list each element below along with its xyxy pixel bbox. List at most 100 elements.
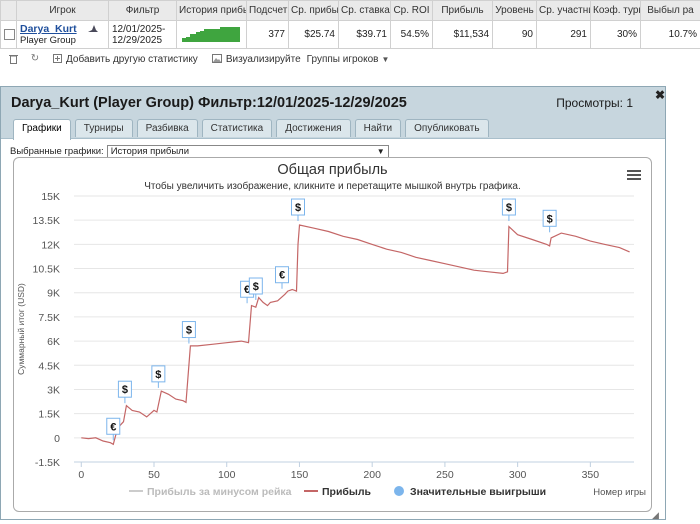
win-marker-symbol: € bbox=[244, 284, 250, 296]
x-tick-label: 350 bbox=[582, 469, 600, 481]
y-tick-label: 9K bbox=[47, 288, 60, 300]
win-marker-symbol: € bbox=[110, 421, 116, 433]
add-stats-button[interactable]: Добавить другую статистику bbox=[44, 54, 198, 65]
win-marker-box bbox=[248, 277, 263, 295]
profit-sparkline bbox=[182, 27, 240, 42]
chart-selector-row: Выбранные графики: История прибыли ▼ bbox=[10, 145, 389, 158]
y-tick-label: 10.5K bbox=[33, 264, 60, 276]
win-marker-symbol: $ bbox=[253, 281, 259, 293]
x-tick-label: 300 bbox=[509, 469, 527, 481]
win-marker-symbol: $ bbox=[295, 202, 301, 214]
y-tick-label: 6K bbox=[47, 336, 60, 348]
x-tick-label: 200 bbox=[363, 469, 381, 481]
column-header[interactable]: Подсчет bbox=[246, 0, 289, 21]
x-axis-title: Номер игры bbox=[593, 487, 646, 498]
column-header[interactable]: Фильтр bbox=[108, 0, 177, 21]
win-marker-box bbox=[181, 321, 196, 339]
y-tick-label: 15K bbox=[41, 191, 60, 203]
column-header[interactable]: Ср. участники bbox=[536, 0, 591, 21]
column-header[interactable]: Ср. прибыль bbox=[288, 0, 339, 21]
avg-roi-cell: 54.5% bbox=[390, 20, 433, 49]
win-marker-box bbox=[501, 198, 516, 216]
win-marker-symbol: € bbox=[279, 270, 285, 282]
column-header[interactable]: Коэф. турниров bbox=[590, 0, 641, 21]
tab-achievements[interactable]: Достижения bbox=[276, 119, 351, 137]
player-groups-label: Группы игроков bbox=[306, 53, 379, 65]
close-icon[interactable]: ✖ bbox=[655, 88, 666, 102]
panel-title: Darya_Kurt (Player Group) Фильтр:12/01/2… bbox=[11, 95, 407, 111]
win-marker-box bbox=[542, 209, 557, 227]
chart-selector-label: Выбранные графики: bbox=[10, 146, 104, 157]
x-tick-label: 150 bbox=[291, 469, 309, 481]
y-axis-title: Суммарный итог (USD) bbox=[16, 283, 26, 375]
x-tick-label: 100 bbox=[218, 469, 236, 481]
chart-plot[interactable]: -1.5K 0 1.5K 3K 4.5K 6K 7.5K 9K 10.5K 12K 13.5K 15K… bbox=[14, 158, 653, 513]
win-marker-symbol: $ bbox=[155, 369, 161, 381]
visualize-button[interactable]: Визуализируйте bbox=[204, 54, 301, 65]
row-checkbox-cell bbox=[0, 20, 17, 49]
legend-swatch bbox=[394, 486, 404, 496]
table-row: Darya_Kurt Player Group 12/01/2025- 12/2… bbox=[0, 20, 700, 49]
y-tick-label: 3K bbox=[47, 384, 60, 396]
win-marker-box bbox=[275, 266, 289, 284]
refresh-icon[interactable]: ↻ bbox=[30, 53, 40, 64]
column-header[interactable]: Прибыль bbox=[432, 0, 493, 21]
tab-statistics[interactable]: Статистика bbox=[201, 119, 273, 137]
win-marker-box bbox=[117, 380, 132, 398]
win-marker-box bbox=[106, 417, 121, 435]
column-header[interactable]: Уровень bbox=[492, 0, 537, 21]
tab-breakdown[interactable]: Разбивка bbox=[136, 119, 198, 137]
win-marker-box bbox=[291, 198, 305, 216]
win-marker-symbol: $ bbox=[547, 213, 553, 225]
add-stats-icon bbox=[52, 54, 62, 64]
chart-menu-icon[interactable] bbox=[627, 170, 641, 180]
player-name-link[interactable]: Darya_Kurt bbox=[20, 23, 77, 35]
row-checkbox[interactable] bbox=[4, 28, 15, 40]
level-cell: 90 bbox=[492, 20, 537, 49]
column-header[interactable]: Выбыл ра bbox=[640, 0, 700, 21]
resize-grip-icon[interactable]: ◢ bbox=[652, 510, 659, 520]
filter-cell: 12/01/2025- 12/29/2025 bbox=[108, 20, 177, 49]
y-tick-label: 12K bbox=[41, 239, 60, 251]
count-cell: 377 bbox=[246, 20, 289, 49]
tab-tournaments[interactable]: Турниры bbox=[74, 119, 133, 137]
filter-start: 12/01/2025- bbox=[112, 23, 166, 35]
player-hat-icon bbox=[87, 25, 98, 32]
profit-series-line bbox=[81, 224, 630, 446]
chevron-down-icon: ▼ bbox=[381, 54, 390, 64]
table-toolbar: ↻ Добавить другую статистику Визуализиру… bbox=[0, 50, 700, 68]
filter-end: 12/29/2025 bbox=[112, 34, 163, 46]
y-tick-label: 4.5K bbox=[38, 360, 60, 372]
add-stats-label: Добавить другую статистику bbox=[66, 53, 198, 65]
player-cell: Darya_Kurt Player Group bbox=[16, 20, 109, 49]
y-tick-label: 13.5K bbox=[33, 215, 60, 227]
x-tick-label: 0 bbox=[78, 469, 84, 481]
tourney-coef-cell: 30% bbox=[590, 20, 641, 49]
win-marker-box bbox=[151, 365, 166, 383]
trash-icon[interactable] bbox=[8, 54, 18, 64]
chart-subtitle: Чтобы увеличить изображение, кликните и … bbox=[144, 181, 521, 192]
image-icon bbox=[211, 54, 222, 64]
chart-container[interactable]: Общая прибыль Чтобы увеличить изображени… bbox=[13, 157, 652, 512]
views-counter: Просмотры: 1 bbox=[556, 96, 633, 110]
column-header[interactable]: Ср. ROI bbox=[390, 0, 433, 21]
chart-title: Общая прибыль bbox=[277, 162, 388, 178]
column-header[interactable]: История прибыли bbox=[176, 0, 247, 21]
legend-item: Прибыль bbox=[322, 486, 372, 498]
column-header[interactable]: Игрок bbox=[16, 0, 109, 21]
stats-table: Игрок Фильтр История прибыли Подсчет Ср.… bbox=[0, 0, 700, 49]
tab-charts[interactable]: Графики bbox=[13, 119, 71, 140]
tab-publish[interactable]: Опубликовать bbox=[405, 119, 489, 137]
tab-find[interactable]: Найти bbox=[354, 119, 402, 137]
table-header-row: Игрок Фильтр История прибыли Подсчет Ср.… bbox=[0, 0, 700, 21]
column-header[interactable]: Ср. ставка bbox=[338, 0, 391, 21]
chart-select-value: История прибыли bbox=[110, 146, 190, 157]
y-tick-label: 7.5K bbox=[38, 312, 60, 324]
y-tick-label: 0 bbox=[54, 433, 60, 445]
avg-profit-cell: $25.74 bbox=[288, 20, 339, 49]
win-marker-symbol: $ bbox=[186, 325, 192, 337]
legend-item: Прибыль за минусом рейка bbox=[147, 486, 292, 498]
player-groups-dropdown[interactable]: Группы игроков ▼ bbox=[307, 54, 390, 65]
header-checkbox-cell bbox=[0, 0, 17, 21]
eliminated-cell: 10.7% bbox=[640, 20, 700, 49]
